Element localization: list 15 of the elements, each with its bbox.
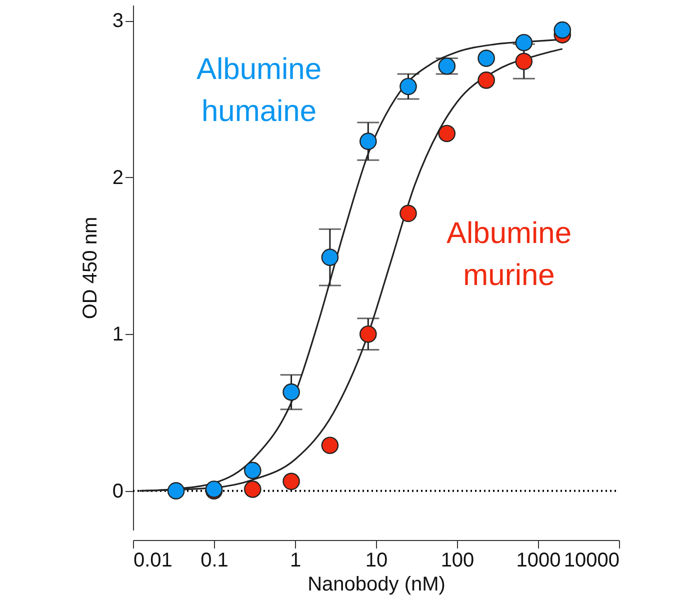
y-tick-label: 0 (112, 480, 124, 502)
series-label: Albumine murine (446, 217, 572, 292)
x-tick-label: 0.01 (134, 550, 172, 572)
x-axis-title: Nanobody (nM) (308, 574, 446, 596)
x-tick-label: 1000 (516, 550, 561, 572)
y-tick-label: 1 (112, 324, 124, 346)
y-tick-label: 2 (112, 166, 124, 189)
x-tick-label: 100 (440, 550, 474, 572)
x-tick-label: 10 (365, 550, 388, 572)
y-tick-label: 3 (112, 10, 124, 32)
series-label: Albumine humaine (196, 53, 322, 128)
x-tick-label: 1 (290, 550, 302, 572)
x-tick-label: 10000 (564, 550, 620, 572)
x-tick-label: 0.1 (200, 550, 228, 572)
y-axis-title: OD 450 nm (79, 216, 102, 320)
